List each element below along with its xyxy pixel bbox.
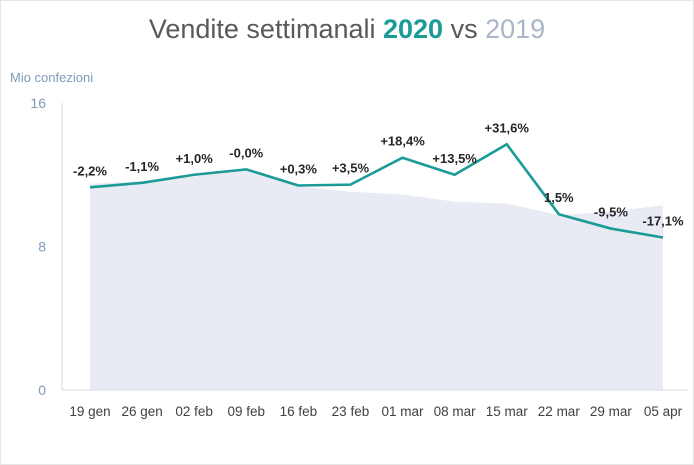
- title-mid: vs: [443, 14, 486, 44]
- y-tick-label: 0: [38, 382, 46, 398]
- title-year-2019: 2019: [485, 14, 546, 44]
- x-tick-label: 15 mar: [486, 404, 529, 419]
- series-2019-area: [90, 169, 663, 390]
- data-label: +31,6%: [485, 120, 530, 135]
- area-layer: [90, 169, 663, 390]
- label-layer: -2,2% -1,1% +1,0% -0,0% +0,3% +3,5% +18,4% +13,…: [73, 120, 684, 228]
- x-tick-label: 01 mar: [382, 404, 425, 419]
- axis-layer: 0 8 16 19 gen 26 gen 02 feb 09 feb 16 feb 23 feb…: [30, 95, 688, 419]
- x-tick-label: 22 mar: [538, 404, 581, 419]
- data-label: -2,2%: [73, 163, 107, 178]
- x-tick-label: 23 feb: [332, 404, 370, 419]
- x-tick-label: 19 gen: [69, 404, 110, 419]
- x-tick-label: 29 mar: [590, 404, 633, 419]
- data-label: +1,0%: [176, 151, 214, 166]
- x-tick-label: 09 feb: [227, 404, 265, 419]
- x-tick-label: 16 feb: [280, 404, 318, 419]
- series-2020-line: [89, 142, 664, 239]
- data-label: +3,5%: [332, 161, 370, 176]
- title-year-2020: 2020: [382, 14, 444, 44]
- line-layer: [89, 142, 664, 239]
- y-tick-label: 8: [38, 239, 46, 255]
- chart-title: Vendite settimanali 2020 vs 2019: [0, 14, 694, 45]
- data-label: -17,1%: [642, 214, 684, 229]
- x-tick-label: 02 feb: [175, 404, 213, 419]
- data-label: +0,3%: [280, 162, 318, 177]
- data-label: -9,5%: [594, 205, 628, 220]
- x-tick-label: 26 gen: [121, 404, 162, 419]
- x-tick-label: 08 mar: [434, 404, 477, 419]
- data-label: -0,0%: [229, 145, 263, 160]
- data-label: -1,1%: [125, 159, 159, 174]
- x-tick-label: 05 apr: [644, 404, 683, 419]
- data-label: 1,5%: [544, 190, 574, 205]
- data-label: +13,5%: [432, 151, 477, 166]
- data-label: +18,4%: [380, 134, 425, 149]
- y-tick-label: 16: [30, 95, 46, 111]
- title-prefix: Vendite settimanali: [148, 14, 383, 44]
- y-axis-unit-label: Mio confezioni: [10, 70, 94, 85]
